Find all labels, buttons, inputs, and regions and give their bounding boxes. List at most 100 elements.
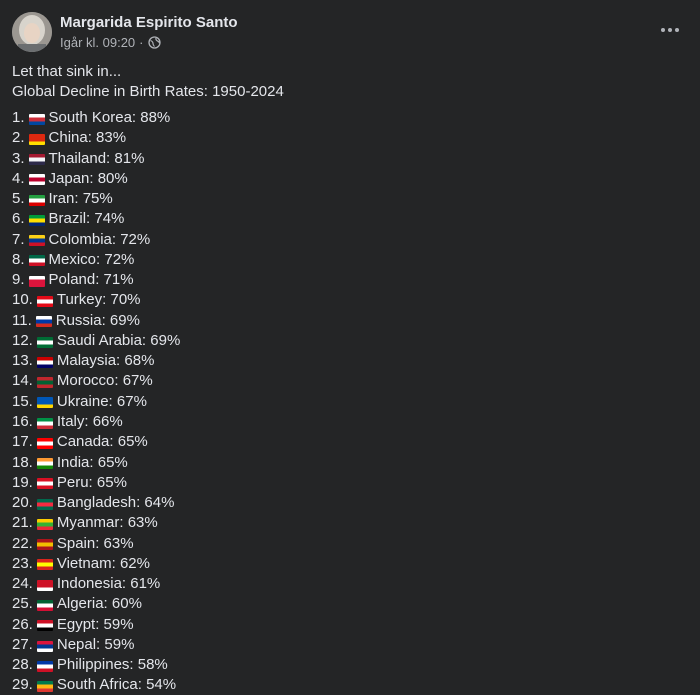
list-item: 29. South Africa: 54% [12, 675, 180, 695]
flag-icon [36, 539, 53, 551]
list-item: 8. Mexico: 72% [12, 250, 180, 270]
flag-icon [36, 336, 53, 348]
list-item-number: 20. [12, 494, 33, 512]
list-item-number: 5. [12, 190, 25, 208]
list-item-number: 10. [12, 291, 33, 309]
flag-icon [36, 478, 53, 490]
avatar-image [12, 12, 52, 52]
list-item-label: Mexico: 72% [48, 250, 135, 268]
flag-icon [36, 356, 53, 368]
list-item-number: 12. [12, 331, 33, 349]
more-options-icon[interactable] [656, 20, 684, 40]
list-item-number: 7. [12, 230, 25, 248]
list-item-number: 11. [12, 311, 32, 329]
list-item-number: 23. [12, 554, 33, 572]
globe-icon[interactable] [147, 36, 161, 49]
list-item-label: China: 83% [48, 129, 127, 147]
list-item-number: 8. [12, 250, 25, 268]
flag-icon [28, 255, 45, 267]
list-item-number: 28. [12, 656, 33, 674]
list-item: 23. Vietnam: 62% [12, 554, 180, 574]
country-list: 1. South Korea: 88% 2. China: 83% 3. Thailand… [12, 108, 180, 695]
list-item: 24. Indonesia: 61% [12, 574, 180, 594]
list-item-label: Indonesia: 61% [56, 575, 161, 593]
flag-icon [36, 600, 53, 611]
list-item-label: India: 65% [56, 453, 128, 471]
flag-icon [36, 397, 53, 409]
list-item: 17. Canada: 65% [12, 432, 180, 452]
list-item-label: Peru: 65% [56, 473, 127, 491]
list-item-number: 13. [12, 352, 33, 370]
list-item-label: Russia: 69% [55, 311, 140, 329]
list-item-number: 16. [12, 412, 33, 430]
list-item: 4. Japan: 80% [12, 169, 180, 189]
flag-icon [28, 235, 45, 247]
list-item: 1. South Korea: 88% [12, 108, 180, 128]
list-item: 18. India: 65% [12, 453, 180, 473]
avatar[interactable] [12, 12, 52, 52]
list-item: 6. Brazil: 74% [12, 209, 180, 229]
list-item-number: 15. [12, 392, 33, 410]
list-item-label: Brazil: 74% [48, 210, 125, 228]
list-item-number: 26. [12, 615, 33, 633]
list-item-label: Algeria: 60% [56, 595, 142, 613]
flag-icon [28, 194, 45, 206]
list-item: 2. China: 83% [12, 128, 180, 148]
flag-icon [28, 275, 45, 287]
list-item-number: 24. [12, 575, 33, 593]
flag-icon [36, 559, 53, 571]
list-item: 3. Thailand: 81% [12, 149, 180, 169]
list-item: 27. Nepal: 59% [12, 635, 180, 655]
list-item-number: 18. [12, 453, 33, 471]
list-item: 10. Turkey: 70% [12, 290, 180, 310]
flag-icon [36, 498, 53, 510]
author-name[interactable]: Margarida Espirito Santo [60, 14, 238, 31]
list-item-label: Poland: 71% [48, 271, 134, 289]
flag-icon [36, 640, 53, 652]
list-item-label: South Africa: 54% [56, 676, 177, 694]
flag-icon [28, 174, 45, 186]
list-item-label: Myanmar: 63% [56, 514, 158, 532]
list-item-label: Canada: 65% [56, 433, 148, 451]
list-item-number: 19. [12, 473, 33, 491]
list-item: 20. Bangladesh: 64% [12, 493, 180, 513]
list-item: 15. Ukraine: 67% [12, 392, 180, 412]
flag-icon [36, 458, 53, 470]
list-item: 5. Iran: 75% [12, 189, 180, 209]
list-item-label: Egypt: 59% [56, 615, 134, 633]
flag-icon [36, 681, 53, 693]
list-item-label: Malaysia: 68% [56, 352, 155, 370]
flag-icon [28, 154, 45, 166]
timestamp-link[interactable]: Igår kl. 09:20 [60, 35, 136, 50]
list-item: 13. Malaysia: 68% [12, 351, 180, 371]
list-item-number: 9. [12, 271, 25, 289]
list-item-label: Ukraine: 67% [56, 392, 147, 410]
flag-icon [36, 377, 53, 389]
list-item-number: 1. [12, 109, 25, 126]
list-item: 19. Peru: 65% [12, 473, 180, 493]
list-item: 22. Spain: 63% [12, 534, 180, 554]
list-item-label: Philippines: 58% [56, 656, 168, 674]
list-item-label: Morocco: 67% [56, 372, 153, 390]
flag-icon [28, 113, 45, 125]
list-item-label: Iran: 75% [48, 190, 113, 208]
list-item-label: Thailand: 81% [48, 149, 145, 167]
list-item: 16. Italy: 66% [12, 412, 180, 432]
list-item: 9. Poland: 71% [12, 270, 180, 290]
list-item-label: Italy: 66% [56, 412, 123, 430]
list-item-number: 6. [12, 210, 25, 228]
flag-icon [36, 417, 53, 429]
list-item-number: 14. [12, 372, 33, 390]
list-item: 11. Russia: 69% [12, 311, 180, 331]
list-item: 26. Egypt: 59% [12, 615, 180, 635]
post-text: Let that sink in... Global Decline in Bi… [12, 62, 284, 101]
list-item-label: Nepal: 59% [56, 635, 135, 653]
list-item-number: 22. [12, 534, 33, 552]
post-line: Let that sink in... [12, 63, 122, 80]
list-item-number: 25. [12, 595, 33, 613]
list-item-number: 27. [12, 635, 33, 653]
flag-icon [36, 660, 53, 672]
flag-icon [36, 620, 53, 632]
meta-separator: · [139, 35, 144, 50]
